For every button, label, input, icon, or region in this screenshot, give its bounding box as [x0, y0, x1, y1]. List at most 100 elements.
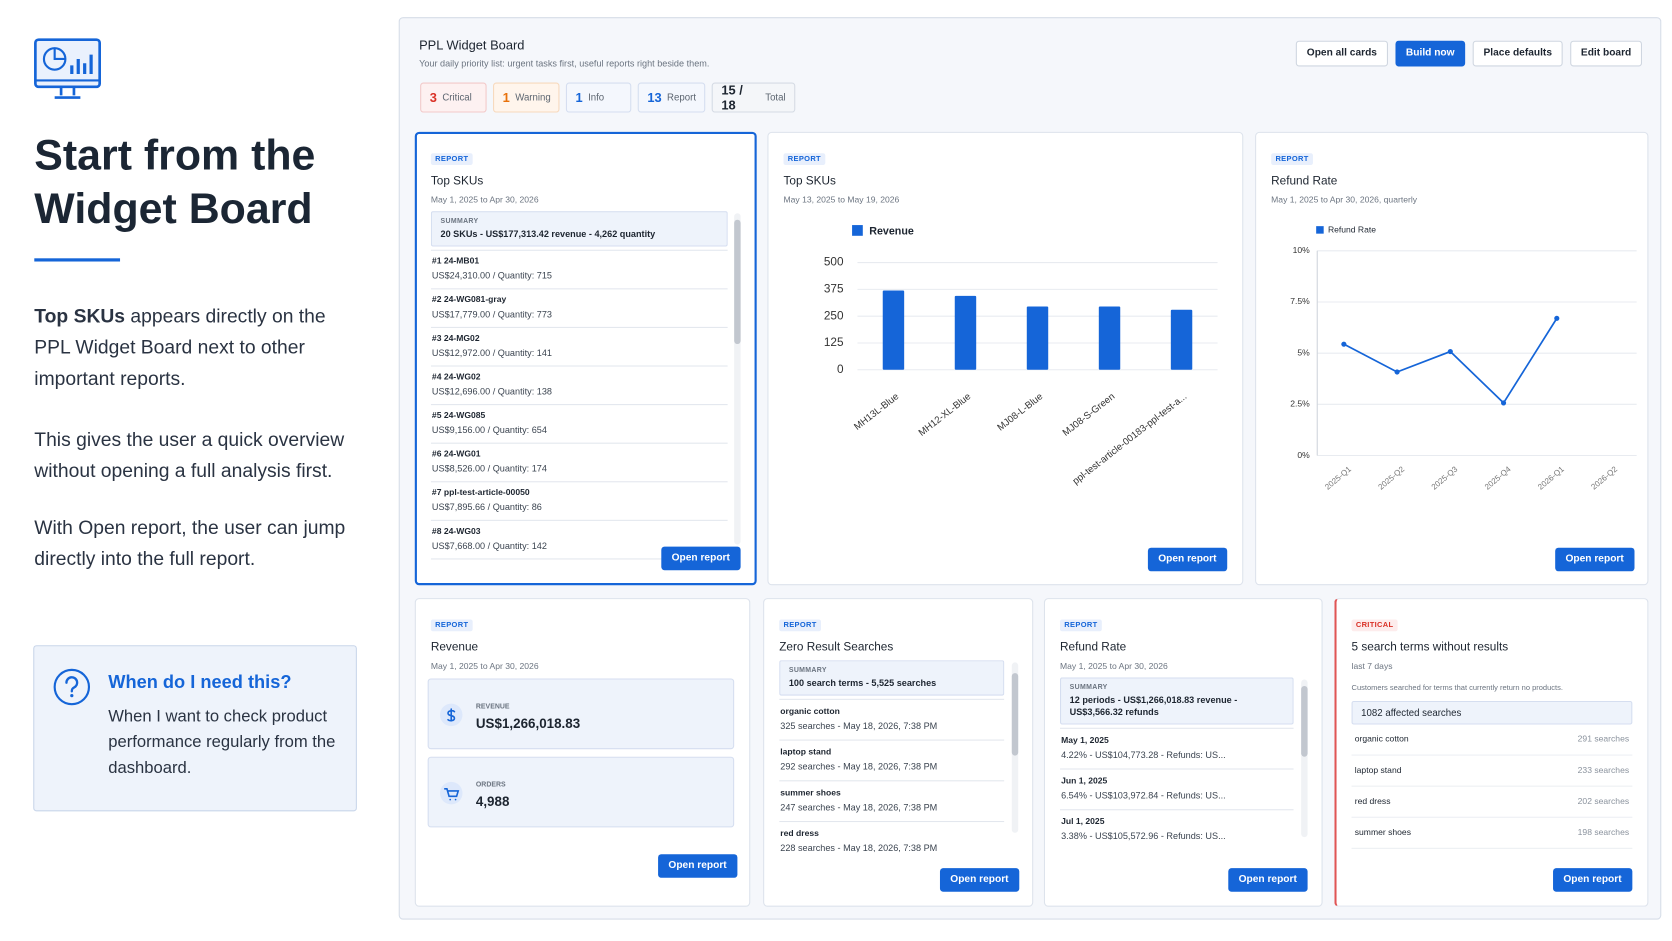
x-tick-label: MH12-XL-Blue — [917, 391, 974, 439]
item-name: #2 24-WG081-gray — [431, 294, 507, 305]
y-tick-label: 125 — [824, 336, 844, 349]
card-note: Customers searched for terms that curren… — [1351, 684, 1563, 693]
list-item: #2 24-WG081-gray US$17,779.00 / Quantity:… — [430, 288, 728, 323]
list-item: laptop stand 292 searches - May 18, 2026,… — [779, 739, 1005, 778]
icon-circle — [439, 781, 463, 805]
y-tick-label: 0% — [1297, 450, 1310, 460]
card-title: Top SKUs — [430, 174, 484, 188]
board-action[interactable]: Edit board — [1570, 40, 1642, 67]
bar — [1098, 306, 1121, 370]
item-detail: US$12,972.00 / Quantity: 141 — [431, 347, 552, 358]
line — [1343, 317, 1558, 405]
y-tick-label: 10% — [1293, 245, 1311, 255]
intro-text: Top SKUs appears directly on the PPL Wid… — [34, 301, 366, 394]
scroll-thumb — [1011, 673, 1019, 756]
open-report-button[interactable]: Open report — [1552, 868, 1633, 892]
term-name: laptop stand — [1354, 765, 1402, 775]
list-item: #3 24-MG02 US$12,972.00 / Quantity: 141 — [430, 326, 728, 362]
stat-label: Report — [667, 92, 697, 103]
list-item: May 1, 2025 4.22% - US$104,773.28 - Refun… — [1060, 727, 1294, 766]
stat-chip: 3 Critical — [420, 82, 487, 113]
card-date: last 7 days — [1351, 661, 1393, 671]
card-list: SUMMARY 100 search terms - 5,525 searches… — [779, 660, 1005, 852]
intro-text-1: appears directly on the PPL Widget Board… — [34, 305, 326, 390]
report-icon — [34, 38, 102, 99]
x-tick-label: ppl-test-article-00183-ppl-test-a... — [1071, 391, 1189, 487]
card-list: SUMMARY 12 periods - US$1,266,018.83 reve… — [1060, 677, 1294, 856]
stat-label: Critical — [442, 92, 472, 103]
x-tick-label: MJ08-S-Green — [1061, 391, 1118, 439]
list-item: Jul 1, 2025 3.38% - US$105,572.96 - Refun… — [1060, 809, 1294, 847]
point — [1447, 348, 1453, 355]
open-report-button[interactable]: Open report — [1227, 868, 1308, 892]
headline: Start from the Widget Board — [34, 131, 316, 233]
x-tick-label: 2025-Q2 — [1376, 464, 1406, 491]
list-item: organic cotton 325 searches - May 18, 202… — [779, 698, 1005, 737]
stat-chip: 13 Report — [637, 82, 706, 113]
open-report-button[interactable]: Open report — [660, 546, 741, 571]
intro-text-2: This gives the user a quick overview wit… — [34, 428, 345, 482]
term-row: red dress 202 searches — [1351, 787, 1633, 818]
term-row: laptop stand 233 searches — [1351, 756, 1633, 787]
bar — [954, 295, 977, 370]
list-item: summer shoes 247 searches - May 18, 2026,… — [779, 780, 1005, 818]
term-count: 198 searches — [1577, 827, 1630, 838]
summary-box: SUMMARY 20 SKUs - US$177,313.42 revenue -… — [430, 211, 728, 247]
chart: Revenue 0 125 250 375 500 MH13L-Blue MH12-XL-Bl… — [824, 225, 1218, 487]
item-name: #8 24-WG03 — [431, 526, 481, 536]
card-tag: REPORT — [779, 619, 821, 632]
open-report-button[interactable]: Open report — [657, 854, 738, 878]
board-action[interactable]: Build now — [1395, 40, 1466, 67]
card-date: May 1, 2025 to Apr 30, 2026, quarterly — [1271, 195, 1418, 205]
card-date: May 1, 2025 to Apr 30, 2026 — [430, 661, 539, 671]
term-row: organic cotton 291 searches — [1351, 725, 1633, 756]
stat-count: 1 — [502, 90, 510, 106]
help-box: When do I need this? When I want to chec… — [33, 645, 357, 812]
stat-label: Warning — [515, 92, 551, 103]
board-action[interactable]: Place defaults — [1472, 40, 1563, 67]
item-detail: US$7,895.66 / Quantity: 86 — [431, 501, 542, 513]
open-report-button[interactable]: Open report — [1147, 547, 1228, 572]
metric-box: ORDERS 4,988 — [427, 756, 735, 828]
item-name: #4 24-WG02 — [431, 371, 481, 382]
item-detail: 247 searches - May 18, 2026, 7:38 PM — [780, 801, 938, 813]
item-detail: US$24,310.00 / Quantity: 715 — [431, 270, 552, 281]
intro-highlight: Top SKUs — [34, 305, 126, 327]
board-action[interactable]: Open all cards — [1296, 40, 1388, 67]
card-tag: REPORT — [430, 619, 473, 632]
legend-swatch — [852, 225, 863, 236]
list-item: #9 24-MG01 — [430, 558, 728, 563]
item-name: laptop stand — [780, 747, 832, 757]
x-tick-label: 2025-Q1 — [1323, 464, 1353, 491]
intro-text-3: With Open report, the user can jump dire… — [34, 516, 346, 570]
point — [1500, 400, 1507, 406]
stat-count: 13 — [647, 90, 662, 106]
open-report-button[interactable]: Open report — [939, 868, 1020, 892]
scroll-thumb — [734, 219, 741, 345]
open-report-button[interactable]: Open report — [1554, 547, 1635, 572]
item-name: summer shoes — [780, 787, 841, 798]
summary-label: SUMMARY — [1069, 683, 1108, 692]
metric-value: 4,988 — [475, 794, 510, 810]
metric-value: US$1,266,018.83 — [475, 715, 581, 731]
item-detail: US$8,526.00 / Quantity: 174 — [431, 463, 547, 474]
summary-text: 12 periods - US$1,266,018.83 revenue - U… — [1069, 694, 1238, 718]
widget-card: REPORT Top SKUs May 1, 2025 to Apr 30, 202… — [414, 131, 757, 586]
icon-glyph — [447, 708, 456, 722]
term-name: summer shoes — [1354, 827, 1411, 838]
x-tick-label: 2025-Q4 — [1483, 464, 1513, 491]
help-icon — [53, 668, 91, 706]
x-tick-label: 2026-Q2 — [1589, 464, 1619, 491]
stat-count: 1 — [575, 90, 583, 106]
term-count: 233 searches — [1577, 765, 1630, 775]
legend-label: Revenue — [869, 225, 914, 237]
item-name: Jun 1, 2025 — [1061, 775, 1108, 786]
widget-card: REPORT Zero Result Searches SUMMARY 100 sea… — [763, 598, 1034, 907]
scrollbar — [734, 213, 741, 545]
card-tag: REPORT — [1060, 619, 1102, 632]
metric-label: REVENUE — [475, 703, 510, 711]
card-tag: REPORT — [783, 153, 826, 166]
widget-card: CRITICAL 5 search terms without results la… — [1334, 598, 1649, 907]
